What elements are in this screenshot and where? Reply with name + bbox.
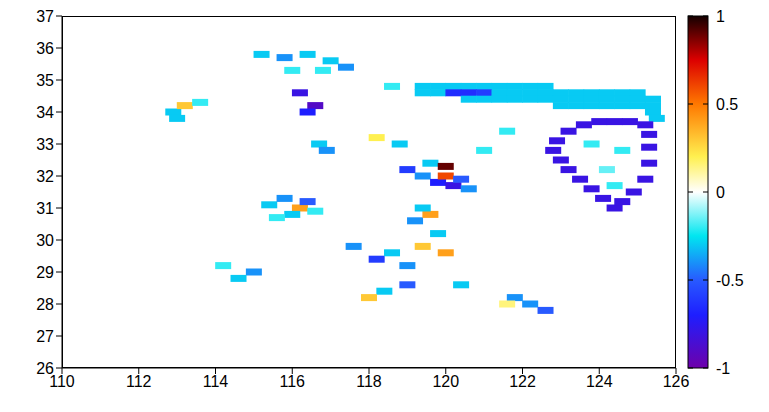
- svg-text:30: 30: [36, 232, 54, 249]
- svg-text:35: 35: [36, 72, 54, 89]
- svg-text:124: 124: [586, 373, 613, 390]
- svg-text:31: 31: [36, 200, 54, 217]
- svg-text:37: 37: [36, 8, 54, 25]
- svg-text:112: 112: [126, 373, 152, 390]
- svg-text:33: 33: [36, 136, 54, 153]
- svg-text:1: 1: [716, 8, 725, 25]
- svg-text:-1: -1: [716, 360, 730, 377]
- svg-text:32: 32: [36, 168, 54, 185]
- svg-text:116: 116: [279, 373, 305, 390]
- svg-text:110: 110: [49, 373, 75, 391]
- svg-text:29: 29: [36, 264, 54, 281]
- svg-text:36: 36: [36, 40, 54, 57]
- svg-text:-0.5: -0.5: [716, 272, 744, 289]
- svg-text:126: 126: [663, 373, 690, 390]
- svg-text:118: 118: [356, 373, 382, 390]
- svg-text:120: 120: [432, 373, 459, 390]
- svg-text:26: 26: [36, 360, 54, 377]
- svg-text:27: 27: [36, 328, 54, 345]
- svg-text:0.5: 0.5: [716, 96, 738, 113]
- svg-text:28: 28: [36, 296, 54, 313]
- svg-text:34: 34: [36, 104, 54, 121]
- svg-text:122: 122: [509, 373, 536, 390]
- svg-text:114: 114: [203, 373, 229, 390]
- svg-text:0: 0: [716, 184, 725, 201]
